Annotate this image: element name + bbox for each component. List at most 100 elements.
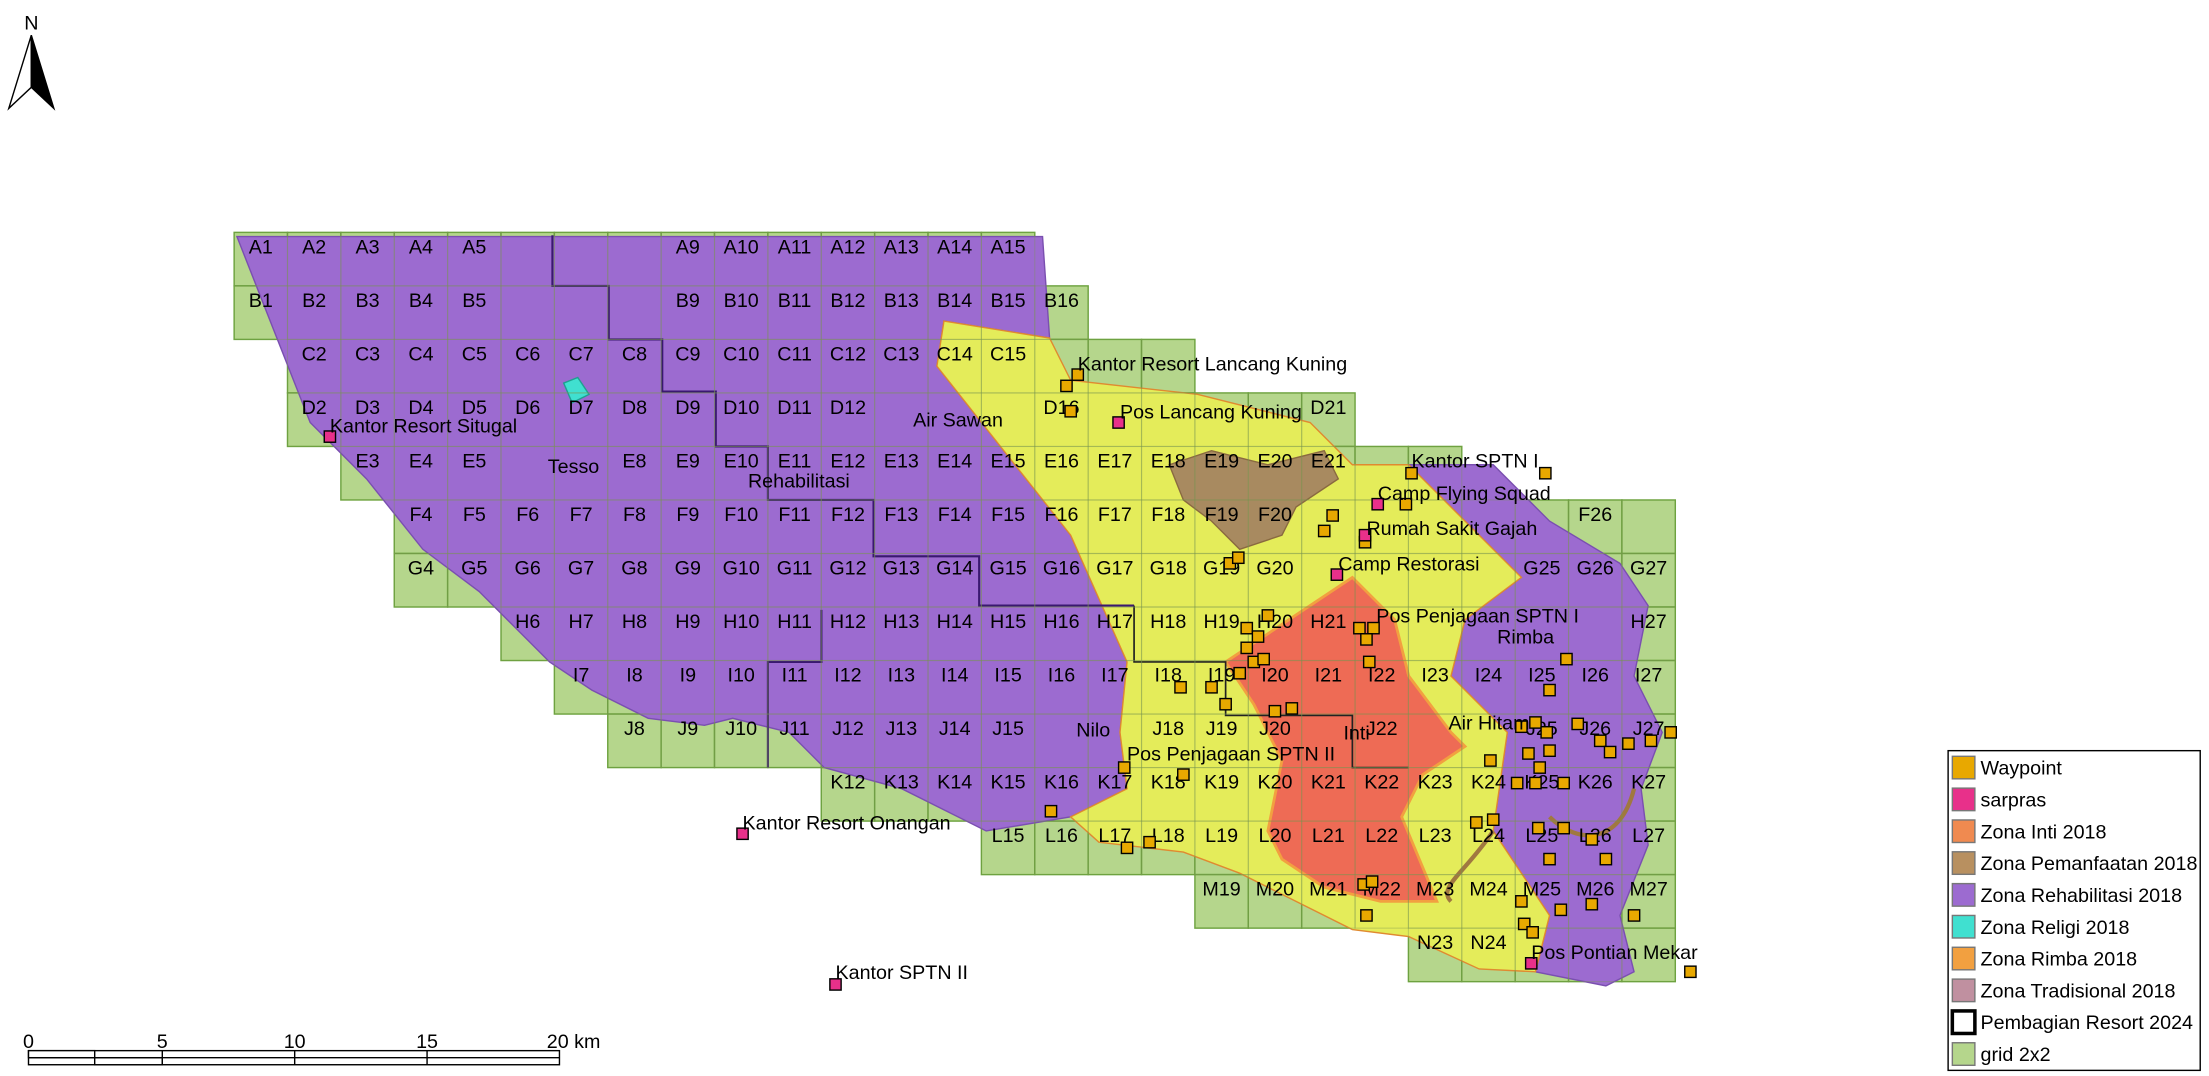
zone-label: Rehabilitasi	[748, 470, 850, 492]
grid-outline	[660, 285, 716, 340]
grid-label: B14	[937, 290, 972, 312]
grid-label: C15	[990, 344, 1026, 366]
legend-swatch	[1951, 914, 1976, 939]
grid-label: A4	[409, 237, 433, 259]
grid-outline	[874, 499, 929, 555]
waypoint	[1143, 835, 1156, 849]
grid-label: A1	[249, 237, 273, 259]
grid-outline	[767, 231, 822, 287]
grid-outline	[500, 606, 555, 662]
grid-outline	[713, 231, 769, 287]
grid-outline	[1034, 659, 1089, 715]
waypoint	[1268, 704, 1282, 718]
grid-cell	[1621, 499, 1677, 555]
scale-bar	[27, 1049, 561, 1066]
grid-outline	[553, 285, 609, 340]
grid-label: L20	[1259, 825, 1292, 847]
grid-label: D3	[355, 397, 380, 419]
waypoint	[1515, 895, 1528, 908]
grid-label: F10	[724, 504, 758, 526]
grid-outline	[1354, 767, 1409, 822]
grid-outline	[1301, 820, 1356, 876]
zone-label: Air Sawan	[913, 410, 1003, 432]
grid-label: K17	[1097, 772, 1132, 794]
grid-label: C10	[723, 344, 759, 366]
grid-label: B5	[462, 290, 486, 312]
grid-outline	[767, 392, 822, 448]
grid-label: H21	[1310, 611, 1346, 633]
grid-label: I11	[782, 665, 808, 687]
grid-outline	[927, 713, 982, 769]
grid-outline	[607, 338, 662, 394]
grid-outline	[1140, 552, 1196, 608]
grid-outline	[660, 445, 716, 501]
grid-outline	[1407, 606, 1463, 662]
grid-label: E15	[991, 451, 1026, 473]
grid-label: J11	[779, 718, 809, 740]
grid-label: F19	[1205, 504, 1239, 526]
grid-outline	[927, 392, 982, 448]
grid-outline	[1194, 552, 1249, 608]
grid-outline	[1140, 392, 1196, 448]
grid-outline	[1034, 285, 1089, 340]
waypoint	[1317, 524, 1331, 538]
grid-outline	[553, 499, 609, 555]
grid-label: B16	[1044, 290, 1079, 312]
grid-label: C6	[515, 344, 540, 366]
grid-outline	[1140, 713, 1196, 769]
place-label: Pos Pontian Mekar	[1531, 942, 1698, 964]
grid-outline	[553, 231, 609, 287]
grid-label: E4	[409, 451, 433, 473]
grid-outline	[767, 606, 822, 662]
waypoint	[1538, 466, 1552, 480]
grid-outline	[447, 231, 502, 287]
grid-label: D12	[830, 397, 866, 419]
waypoint	[1231, 551, 1245, 565]
place-label: Kantor SPTN I	[1412, 451, 1539, 473]
grid-outline	[1194, 713, 1249, 769]
grid-outline	[927, 231, 982, 287]
waypoint	[1603, 745, 1617, 759]
grid-outline	[767, 499, 822, 555]
grid-label: E10	[724, 451, 759, 473]
waypoint	[1593, 734, 1607, 748]
grid-label: J8	[624, 718, 645, 740]
grid-label: F20	[1258, 504, 1292, 526]
grid-outline	[1621, 552, 1676, 608]
grid-label: L22	[1365, 825, 1398, 847]
waypoint	[1526, 926, 1539, 939]
grid-label: K27	[1631, 772, 1666, 794]
grid-outline	[1407, 927, 1463, 983]
grid-outline	[1087, 767, 1143, 822]
grid-label: B1	[249, 290, 273, 312]
grid-outline	[713, 713, 769, 769]
grid-label: F13	[884, 504, 918, 526]
grid-outline	[1621, 659, 1676, 715]
grid-label: J15	[992, 718, 1024, 740]
grid-label: H6	[515, 611, 540, 633]
grid-outline	[1087, 445, 1143, 501]
grid-outline	[607, 552, 662, 608]
grid-outline	[1087, 606, 1143, 662]
grid-label: D21	[1310, 397, 1346, 419]
grid-label: F17	[1098, 504, 1132, 526]
grid-label: D5	[462, 397, 487, 419]
grid-outline	[660, 338, 716, 394]
waypoint	[1533, 761, 1547, 774]
grid-outline	[820, 606, 876, 662]
grid-label: I14	[941, 665, 968, 687]
waypoint	[1177, 768, 1190, 781]
grid-label: A15	[991, 237, 1026, 259]
grid-outline	[927, 606, 982, 662]
grid-outline	[553, 659, 609, 715]
waypoint	[1251, 630, 1265, 643]
grid-outline	[660, 552, 716, 608]
grid-outline	[1567, 552, 1623, 608]
grid-label: I9	[680, 665, 696, 687]
grid-outline	[1194, 767, 1249, 822]
grid-label: E19	[1204, 451, 1239, 473]
grid-label: K21	[1311, 772, 1346, 794]
grid-outline	[820, 445, 876, 501]
grid-outline	[1087, 338, 1143, 394]
waypoint	[1257, 652, 1270, 666]
